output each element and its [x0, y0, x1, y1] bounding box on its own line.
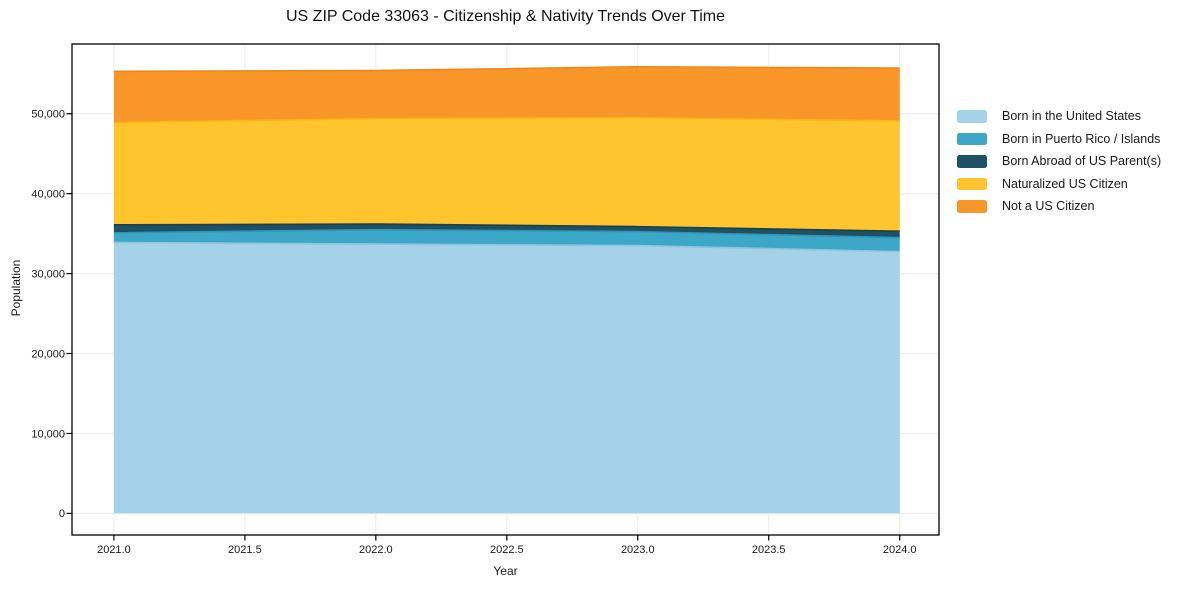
area-series-4 [113, 66, 900, 123]
area-edge-1 [113, 228, 900, 239]
legend-swatch [957, 155, 987, 168]
y-tick-label: 30,000 [31, 268, 65, 280]
legend-label: Not a US Citizen [1002, 199, 1095, 213]
y-tick-label: 50,000 [31, 109, 65, 121]
area-edge-4 [113, 65, 900, 73]
legend-swatch [957, 200, 987, 213]
chart-title: US ZIP Code 33063 - Citizenship & Nativi… [286, 8, 725, 25]
y-axis-label: Population [9, 259, 23, 317]
legend-label: Born in Puerto Rico / Islands [1002, 131, 1161, 146]
legend-swatch [957, 132, 987, 145]
x-tick-label: 2024.0 [883, 544, 917, 556]
legend-item-4: Not a US Citizen [957, 200, 1161, 213]
x-tick-label: 2023.5 [752, 544, 786, 556]
y-tick-label: 0 [59, 508, 65, 520]
x-axis-label: Year [493, 564, 518, 578]
legend-item-1: Born in Puerto Rico / Islands [957, 131, 1161, 146]
y-tick-label: 10,000 [31, 428, 65, 440]
plot-frame [71, 43, 940, 536]
legend-label: Born in the United States [1002, 109, 1141, 123]
legend-item-2: Born Abroad of US Parent(s) [957, 155, 1161, 168]
legend-label: Naturalized US Citizen [1002, 176, 1128, 191]
x-tick-label: 2021.5 [228, 544, 262, 556]
legend-item-0: Born in the United States [957, 110, 1161, 123]
area-series-0 [113, 242, 900, 514]
legend: Born in the United States Born in Puerto … [957, 110, 1161, 213]
area-series-3 [113, 117, 900, 232]
legend-swatch [957, 177, 987, 190]
x-tick-label: 2022.0 [359, 544, 393, 556]
legend-label: Born Abroad of US Parent(s) [1002, 154, 1162, 168]
area-edge-0 [113, 241, 900, 253]
x-tick-label: 2021.0 [97, 544, 131, 556]
y-tick-label: 40,000 [31, 188, 65, 200]
x-tick-label: 2023.0 [621, 544, 655, 556]
x-tick-label: 2022.5 [490, 544, 524, 556]
area-edge-2 [113, 223, 900, 233]
area-edge-3 [113, 116, 900, 124]
area-series-2 [113, 224, 900, 238]
legend-swatch [957, 110, 987, 123]
legend-item-3: Naturalized US Citizen [957, 176, 1161, 191]
area-series-1 [113, 229, 900, 252]
y-tick-label: 20,000 [31, 348, 65, 360]
